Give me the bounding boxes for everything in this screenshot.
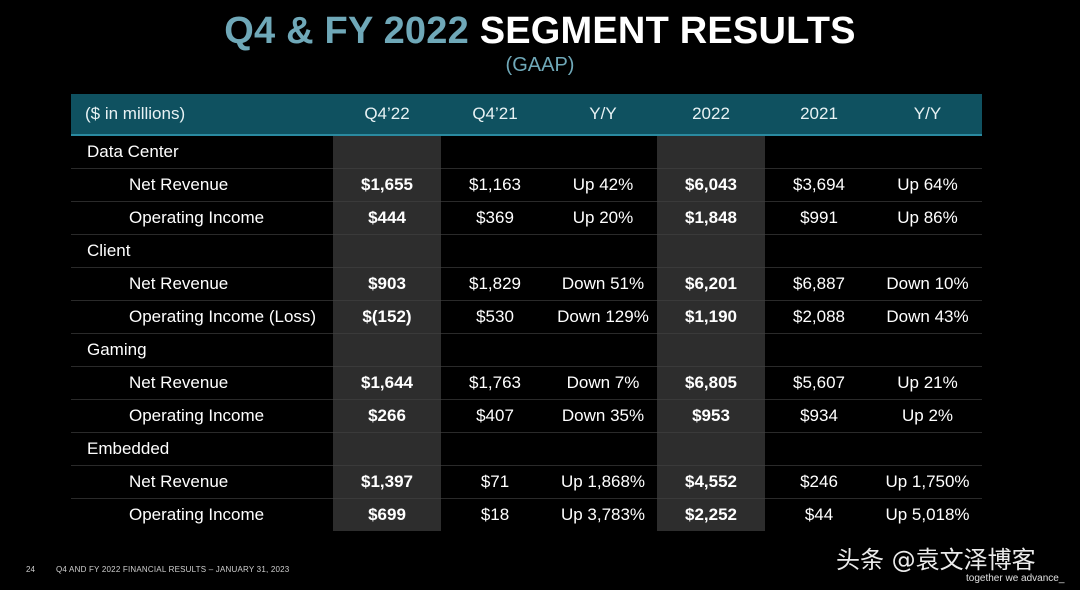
row-label: Operating Income (Loss) [71,300,333,334]
header-q422: Q4’22 [333,94,441,136]
cell-q421: $18 [480,505,510,524]
cell-q421: $530 [441,300,549,334]
row-label: Operating Income [71,399,333,433]
section-label: Gaming [71,333,333,367]
cell-yy-quarter: Down 129% [549,300,657,334]
cell-yy-quarter: Up 20% [549,201,657,235]
segment-results-table: ($ in millions) Q4’22 Q4’21 Y/Y 2022 202… [71,94,982,531]
cell-yy-year: Down 10% [873,267,982,301]
title-accent: Q4 & FY 2022 [224,10,469,52]
table-row: Net Revenue $1,397 $71 Up 1,868% $4,552 … [71,465,982,499]
table-row: Operating Income $266 $407 Down 35% $953… [71,399,982,433]
footer-text: Q4 AND FY 2022 FINANCIAL RESULTS – JANUA… [56,565,290,574]
cell-q422: $(152) [333,300,441,334]
header-units: ($ in millions) [71,94,333,136]
cell-yy-quarter: Down 35% [549,399,657,433]
cell-q422: $444 [333,201,441,235]
table-row: Operating Income (Loss) $(152) $530 Down… [71,300,982,334]
row-label: Operating Income [71,201,333,235]
cell-q421: $407 [441,399,549,433]
cell-yy-quarter: Up 42% [549,168,657,202]
slide-title: Q4 & FY 2022 SEGMENT RESULTS [0,8,1080,54]
cell-q422: $266 [333,399,441,433]
section-row: Data Center [71,135,982,169]
cell-q422: $1,397 [333,465,441,499]
cell-yy-year: Down 43% [873,300,982,334]
watermark: 头条 @袁文泽博客 [836,546,1036,574]
cell-2022: $6,043 [657,168,765,202]
title-main: SEGMENT RESULTS [479,10,856,52]
cell-yy-year: Up 2% [873,399,982,433]
cell-q422: $903 [333,267,441,301]
row-label: Net Revenue [71,465,333,499]
cell-yy-year: Up 64% [873,168,982,202]
table-row: Operating Income $444 $369 Up 20% $1,848… [71,201,982,235]
subtitle-text: (GAAP) [505,54,575,76]
cell-yy-year: Up 21% [873,366,982,400]
cell-2021: $5,607 [765,366,873,400]
cell-q422: $699 [333,498,441,531]
cell-2022: $1,190 [657,300,765,334]
section-label: Data Center [71,135,333,169]
cell-q421: $369 [441,201,549,235]
cell-2021: $991 [765,201,873,235]
table-row: Net Revenue $1,655 $1,163 Up 42% $6,043 … [71,168,982,202]
cell-2022: $2,252 [657,498,765,531]
cell-2021: $3,694 [765,168,873,202]
header-yy-quarter: Y/Y [549,94,657,136]
table-header-row: ($ in millions) Q4’22 Q4’21 Y/Y 2022 202… [71,94,982,136]
cell-q421: $1,829 [441,267,549,301]
row-label: Net Revenue [71,366,333,400]
section-row: Embedded [71,432,982,466]
header-2021: 2021 [765,94,873,136]
header-q421: Q4’21 [441,94,549,136]
cell-yy-quarter: Up 3,783% [560,505,646,524]
cell-2021: $246 [765,465,873,499]
cell-2022: $1,848 [657,201,765,235]
table-row: Net Revenue $1,644 $1,763 Down 7% $6,805… [71,366,982,400]
slide-subtitle: (GAAP) [0,52,1080,78]
row-label: Operating Income [129,505,265,524]
page-number: 24 [26,565,35,574]
table-row: Operating Income $699 $18 Up 3,783% $2,2… [71,498,982,531]
cell-2022: $4,552 [657,465,765,499]
cell-2021: $2,088 [765,300,873,334]
cell-yy-year: Up 5,018% [885,505,970,524]
cell-yy-year: Up 1,750% [873,465,982,499]
cell-yy-quarter: Up 1,868% [549,465,657,499]
cell-yy-quarter: Down 7% [549,366,657,400]
table-row: Net Revenue $903 $1,829 Down 51% $6,201 … [71,267,982,301]
cell-2021: $934 [765,399,873,433]
cell-2021: $6,887 [765,267,873,301]
header-yy-year: Y/Y [873,94,982,136]
cell-2022: $6,201 [657,267,765,301]
cell-yy-year: Up 86% [873,201,982,235]
cell-q421: $71 [441,465,549,499]
section-row: Gaming [71,333,982,367]
row-label: Net Revenue [71,267,333,301]
cell-q421: $1,763 [441,366,549,400]
cell-2022: $953 [657,399,765,433]
row-label: Net Revenue [71,168,333,202]
section-row: Client [71,234,982,268]
tagline: together we advance_ [966,573,1065,584]
cell-yy-quarter: Down 51% [549,267,657,301]
cell-2022: $6,805 [657,366,765,400]
cell-q421: $1,163 [441,168,549,202]
section-label: Client [71,234,333,268]
cell-2021: $44 [804,505,834,524]
cell-q422: $1,644 [333,366,441,400]
cell-q422: $1,655 [333,168,441,202]
section-label: Embedded [71,432,333,466]
header-2022: 2022 [657,94,765,136]
